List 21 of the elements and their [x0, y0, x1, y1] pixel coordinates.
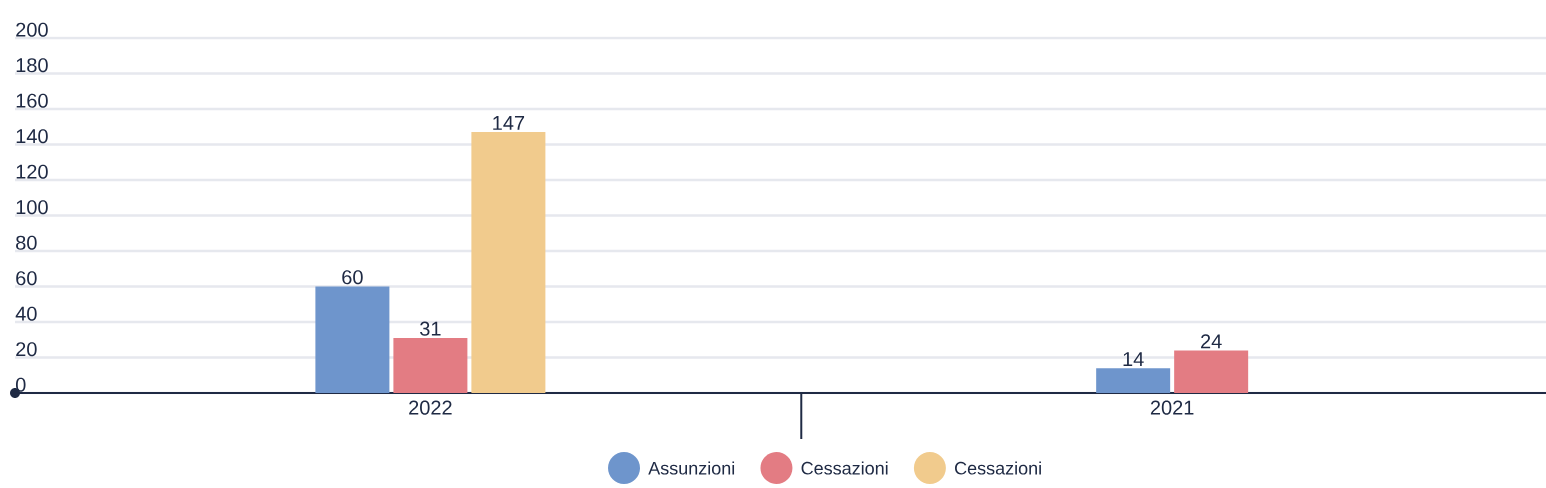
y-tick-label: 140 [16, 129, 48, 144]
y-tick-label: 80 [16, 235, 37, 250]
y-tick-label: 100 [16, 200, 48, 215]
x-tick-label: 2022 [409, 400, 452, 415]
data-label: 14 [1123, 352, 1144, 366]
y-tick-label: 160 [16, 93, 48, 108]
y-tick-label: 120 [16, 164, 48, 179]
x-tick-label: 2021 [1150, 400, 1194, 415]
y-tick-label: 20 [16, 342, 37, 357]
legend-label: Assunzioni [648, 461, 735, 475]
data-label: 24 [1201, 334, 1222, 349]
y-tick-label: 40 [15, 306, 37, 321]
legend-label: Cessazioni [955, 461, 1041, 475]
y-tick-label: 0 [15, 377, 26, 392]
data-label: 60 [342, 270, 363, 285]
y-tick-label: 180 [16, 58, 48, 73]
legend-label: Cessazioni [801, 461, 888, 475]
y-tick-label: 60 [16, 271, 37, 286]
data-label: 147 [493, 116, 525, 130]
y-tick-label: 200 [16, 22, 48, 37]
data-label: 31 [420, 321, 441, 336]
